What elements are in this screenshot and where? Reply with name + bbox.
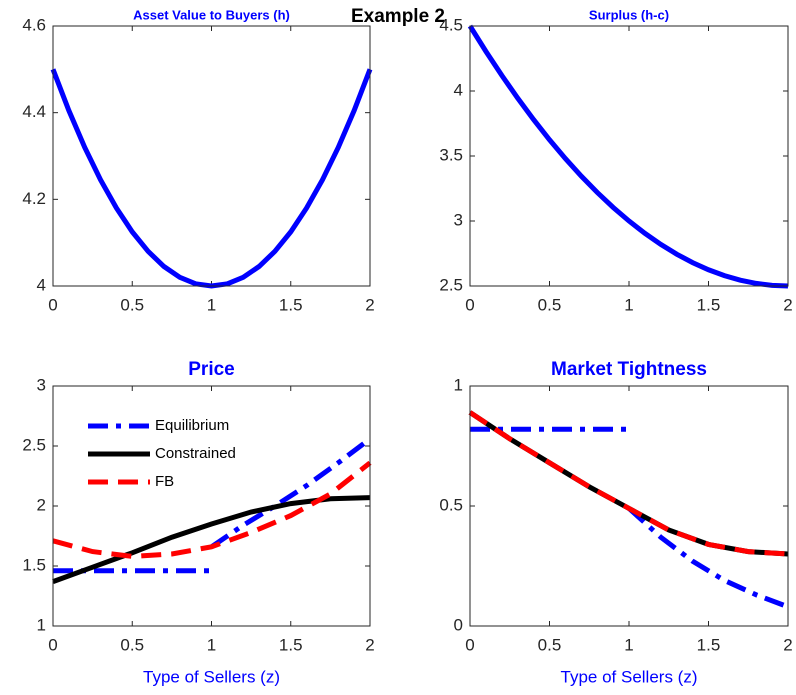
axes-title: Market Tightness bbox=[551, 359, 707, 380]
x-tick-label: 0 bbox=[48, 295, 57, 314]
x-tick-label: 2 bbox=[783, 295, 792, 314]
x-tick-label: 1 bbox=[207, 295, 216, 314]
legend-label: FB bbox=[155, 473, 174, 490]
y-tick-label: 3.5 bbox=[439, 145, 463, 164]
axes-frame bbox=[52, 385, 371, 627]
y-tick-label: 4.5 bbox=[439, 15, 463, 34]
y-tick-label: 1 bbox=[37, 615, 46, 634]
axes-title: Asset Value to Buyers (h) bbox=[133, 7, 290, 22]
data-line bbox=[470, 426, 789, 610]
x-tick-label: 1.5 bbox=[279, 295, 303, 314]
y-tick-label: 0.5 bbox=[439, 495, 463, 514]
x-tick-label: 1.5 bbox=[697, 635, 721, 654]
legend-label: Equilibrium bbox=[155, 417, 229, 434]
data-line bbox=[53, 436, 372, 574]
y-tick-label: 2.5 bbox=[439, 275, 463, 294]
x-axis-label: Type of Sellers (z) bbox=[143, 667, 280, 686]
x-tick-label: 2 bbox=[783, 635, 792, 654]
x-tick-label: 0.5 bbox=[538, 295, 562, 314]
axes-title: Price bbox=[188, 359, 234, 380]
x-tick-label: 0 bbox=[48, 635, 57, 654]
y-tick-label: 3 bbox=[37, 375, 46, 394]
axes-frame bbox=[469, 25, 789, 287]
x-tick-label: 1.5 bbox=[279, 635, 303, 654]
x-tick-label: 0 bbox=[465, 295, 474, 314]
legend-label: Constrained bbox=[155, 445, 236, 462]
axes-title: Surplus (h-c) bbox=[589, 7, 669, 22]
x-tick-label: 0.5 bbox=[120, 635, 144, 654]
data-line bbox=[468, 410, 789, 557]
x-tick-label: 2 bbox=[365, 295, 374, 314]
y-tick-label: 3 bbox=[454, 210, 463, 229]
y-tick-label: 4.4 bbox=[22, 102, 46, 121]
figure-title: Example 2 bbox=[351, 6, 445, 27]
data-line bbox=[467, 24, 789, 289]
x-tick-label: 0 bbox=[465, 635, 474, 654]
x-tick-label: 1 bbox=[624, 295, 633, 314]
y-tick-label: 2 bbox=[37, 495, 46, 514]
x-tick-label: 0.5 bbox=[120, 295, 144, 314]
y-tick-label: 2.5 bbox=[22, 435, 46, 454]
y-tick-label: 1.5 bbox=[22, 555, 46, 574]
x-tick-label: 2 bbox=[365, 635, 374, 654]
x-tick-label: 0.5 bbox=[538, 635, 562, 654]
x-tick-label: 1 bbox=[207, 635, 216, 654]
y-tick-label: 4.6 bbox=[22, 15, 46, 34]
y-tick-label: 4 bbox=[37, 275, 46, 294]
axes-frame bbox=[52, 25, 371, 287]
y-tick-label: 4 bbox=[454, 80, 463, 99]
y-tick-label: 0 bbox=[454, 615, 463, 634]
x-tick-label: 1.5 bbox=[697, 295, 721, 314]
x-axis-label: Type of Sellers (z) bbox=[561, 667, 698, 686]
y-tick-label: 4.2 bbox=[22, 189, 46, 208]
axes-frame bbox=[469, 385, 789, 627]
data-line bbox=[52, 460, 372, 559]
y-tick-label: 1 bbox=[454, 375, 463, 394]
x-tick-label: 1 bbox=[624, 635, 633, 654]
